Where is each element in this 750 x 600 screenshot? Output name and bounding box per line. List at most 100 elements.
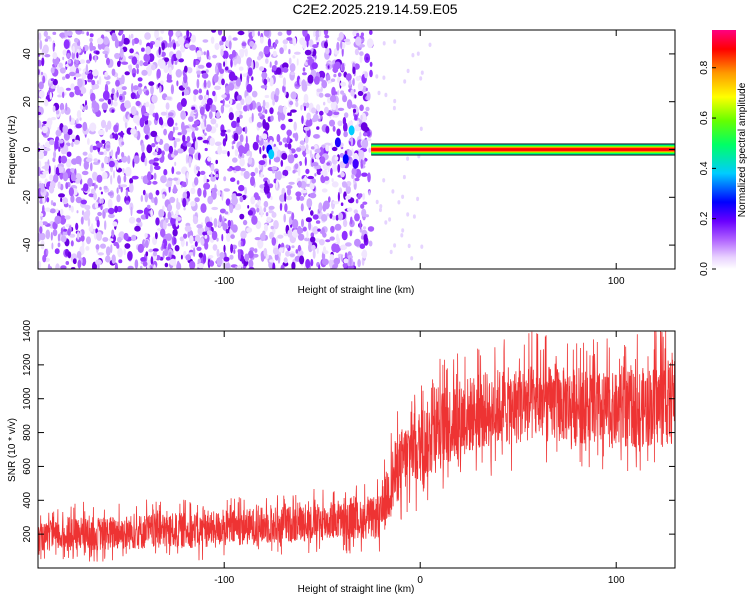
noise-speckle (310, 232, 315, 238)
noise-speckle (290, 71, 296, 76)
noise-speckle (212, 90, 216, 97)
noise-speckle (105, 246, 111, 256)
noise-speckle (204, 241, 209, 250)
noise-speckle (277, 170, 282, 181)
noise-speckle (123, 232, 129, 241)
noise-speckle (50, 116, 57, 121)
noise-speckle (297, 225, 302, 235)
noise-speckle (353, 152, 359, 161)
noise-speckle (60, 197, 63, 203)
noise-speckle (340, 90, 345, 95)
noise-speckle (392, 105, 396, 111)
noise-speckle (270, 196, 273, 201)
noise-speckle (335, 233, 339, 242)
noise-speckle (275, 179, 278, 189)
noise-speckle (204, 234, 208, 239)
noise-speckle (89, 38, 93, 42)
noise-speckle (299, 255, 305, 265)
noise-speckle (200, 203, 207, 214)
noise-speckle (181, 181, 188, 188)
noise-speckle (185, 254, 192, 261)
noise-speckle (96, 231, 103, 241)
noise-speckle (41, 125, 48, 134)
snr-x-tick-label: 0 (417, 575, 423, 586)
noise-speckle (131, 83, 134, 93)
noise-speckle (271, 211, 277, 218)
noise-speckle (152, 251, 158, 257)
noise-speckle (342, 117, 347, 125)
noise-speckle (301, 218, 304, 228)
noise-speckle (221, 190, 224, 201)
noise-speckle (103, 150, 108, 156)
noise-speckle (76, 52, 79, 59)
noise-speckle (163, 143, 170, 152)
noise-speckle (300, 203, 304, 212)
noise-speckle (349, 230, 353, 237)
noise-speckle (174, 126, 179, 131)
noise-speckle (65, 182, 69, 190)
noise-speckle (138, 83, 143, 88)
noise-speckle (237, 251, 241, 261)
noise-speckle (327, 65, 330, 69)
noise-speckle (313, 76, 320, 85)
noise-speckle (362, 201, 368, 205)
noise-speckle (38, 111, 42, 116)
noise-speckle (160, 80, 164, 85)
noise-speckle (181, 128, 188, 136)
noise-speckle (55, 129, 62, 137)
noise-speckle (51, 242, 54, 250)
noise-speckle (95, 244, 100, 250)
noise-speckle (209, 137, 215, 146)
noise-speckle (52, 202, 57, 207)
noise-speckle (229, 254, 234, 260)
noise-speckle (178, 58, 184, 63)
noise-speckle (148, 192, 153, 200)
noise-speckle (312, 214, 319, 220)
noise-speckle (225, 133, 228, 142)
noise-speckle (216, 257, 223, 266)
noise-speckle (152, 162, 159, 167)
noise-speckle (132, 85, 139, 91)
noise-speckle (174, 138, 181, 142)
noise-speckle (240, 98, 245, 106)
noise-speckle (290, 91, 297, 100)
noise-speckle (61, 235, 67, 243)
noise-speckle (210, 172, 213, 181)
noise-speckle (279, 194, 286, 203)
noise-speckle (384, 92, 388, 98)
noise-speckle (419, 76, 423, 81)
noise-speckle (96, 142, 103, 148)
noise-speckle (366, 130, 371, 137)
noise-speckle (271, 65, 277, 71)
noise-speckle (382, 41, 386, 46)
noise-speckle (141, 105, 146, 116)
noise-speckle (165, 218, 169, 223)
noise-speckle (42, 44, 49, 55)
noise-speckle (204, 147, 208, 152)
noise-speckle (366, 38, 374, 49)
noise-speckle (369, 69, 373, 78)
noise-speckle (180, 110, 187, 120)
noise-speckle (151, 94, 158, 104)
noise-speckle (250, 176, 255, 187)
noise-speckle (90, 92, 96, 102)
noise-speckle (60, 208, 64, 216)
noise-speckle (400, 233, 404, 238)
noise-speckle (76, 251, 82, 259)
noise-speckle (40, 212, 44, 217)
noise-speckle (332, 201, 340, 205)
noise-speckle (197, 136, 203, 141)
noise-speckle (210, 164, 215, 172)
noise-speckle (335, 104, 338, 113)
noise-speckle (69, 134, 76, 140)
noise-speckle (68, 187, 74, 197)
noise-speckle (76, 210, 79, 214)
noise-speckle (254, 167, 259, 174)
noise-speckle (145, 213, 149, 220)
noise-speckle (302, 30, 308, 37)
noise-speckle (100, 198, 104, 204)
noise-speckle (49, 208, 56, 214)
noise-speckle (216, 248, 220, 258)
noise-speckle (87, 73, 94, 81)
noise-speckle (133, 155, 140, 164)
